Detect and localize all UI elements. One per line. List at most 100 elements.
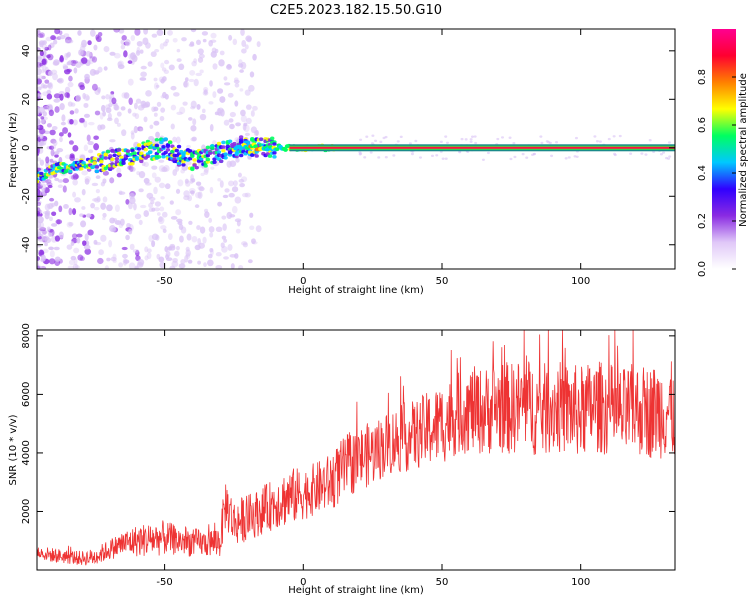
noise-cell bbox=[179, 235, 184, 243]
noise-cell bbox=[201, 108, 206, 114]
noise-cell bbox=[83, 144, 89, 152]
noise-cell bbox=[469, 138, 473, 141]
noise-cell bbox=[170, 104, 177, 111]
noise-cell bbox=[435, 154, 439, 157]
noise-cell bbox=[59, 103, 65, 111]
noise-cell bbox=[91, 56, 98, 63]
noise-cell bbox=[114, 204, 120, 213]
noise-cell bbox=[42, 111, 47, 117]
noise-cell bbox=[37, 231, 42, 237]
noise-cell bbox=[46, 89, 52, 95]
noise-cell bbox=[203, 86, 209, 93]
noise-cell bbox=[229, 123, 235, 130]
noise-cell bbox=[41, 58, 47, 65]
noise-cell bbox=[58, 34, 66, 40]
noise-cell bbox=[42, 235, 50, 241]
noise-cell bbox=[170, 85, 177, 91]
noise-cell bbox=[55, 219, 63, 225]
noise-cell bbox=[37, 191, 41, 197]
noise-cell bbox=[143, 116, 148, 123]
noise-cell bbox=[189, 190, 195, 195]
signal-cell bbox=[147, 150, 153, 155]
noise-cell bbox=[37, 55, 44, 60]
noise-cell bbox=[155, 131, 160, 139]
noise-cell bbox=[54, 106, 60, 113]
noise-cell bbox=[37, 68, 42, 76]
noise-cell bbox=[227, 92, 234, 98]
noise-cell bbox=[153, 120, 160, 126]
noise-cell bbox=[208, 40, 214, 47]
noise-cell bbox=[204, 208, 209, 213]
noise-cell bbox=[555, 141, 559, 144]
noise-cell bbox=[51, 125, 58, 131]
noise-cell bbox=[48, 216, 53, 222]
noise-cell bbox=[44, 130, 50, 135]
signal-cell bbox=[221, 145, 226, 149]
noise-cell bbox=[47, 82, 53, 88]
noise-cell bbox=[93, 69, 100, 75]
noise-cell bbox=[72, 208, 77, 215]
noise-cell bbox=[97, 124, 103, 131]
noise-cell bbox=[110, 227, 117, 233]
noise-cell bbox=[102, 212, 107, 218]
noise-cell bbox=[235, 122, 241, 127]
signal-cell bbox=[223, 155, 228, 160]
noise-cell bbox=[159, 43, 165, 50]
noise-cell bbox=[154, 176, 161, 183]
noise-cell bbox=[215, 265, 223, 269]
noise-cell bbox=[127, 60, 133, 64]
noise-cell bbox=[532, 152, 536, 156]
noise-cell bbox=[189, 69, 196, 76]
noise-cell bbox=[414, 139, 418, 143]
noise-cell bbox=[659, 153, 663, 156]
noise-cell bbox=[68, 207, 73, 216]
noise-cell bbox=[217, 178, 222, 182]
noise-cell bbox=[47, 184, 53, 189]
signal-cell bbox=[161, 154, 166, 159]
noise-cell bbox=[39, 50, 44, 57]
noise-cell bbox=[61, 114, 66, 122]
noise-cell bbox=[127, 108, 132, 114]
noise-cell bbox=[76, 237, 81, 244]
signal-cell bbox=[187, 149, 193, 153]
noise-cell bbox=[127, 78, 134, 86]
spectrogram-panel: -50 0 50 100 -40 -20 0 20 40 Height of straight… bbox=[8, 28, 676, 296]
noise-cell bbox=[238, 63, 244, 68]
signal-cell bbox=[190, 154, 195, 158]
signal-cell bbox=[130, 161, 135, 166]
noise-cell bbox=[37, 266, 41, 269]
noise-cell bbox=[80, 220, 87, 228]
noise-cell bbox=[37, 225, 44, 230]
noise-cell bbox=[193, 78, 199, 87]
noise-cell bbox=[217, 107, 224, 114]
colorbar-tick-label: 0.4 bbox=[697, 165, 708, 181]
noise-cell bbox=[191, 136, 197, 142]
noise-cell bbox=[363, 156, 367, 159]
noise-cell bbox=[371, 134, 375, 137]
noise-cell bbox=[118, 190, 123, 195]
noise-cell bbox=[69, 154, 76, 161]
noise-cell bbox=[70, 59, 77, 67]
noise-cell bbox=[217, 201, 223, 207]
noise-cell bbox=[245, 35, 252, 42]
noise-cell bbox=[154, 201, 161, 207]
noise-cell bbox=[105, 93, 110, 100]
noise-cell bbox=[248, 84, 255, 92]
noise-cell bbox=[95, 189, 101, 194]
signal-cell bbox=[247, 150, 253, 155]
noise-cell bbox=[71, 233, 78, 239]
noise-cell bbox=[148, 135, 155, 141]
signal-cell bbox=[174, 148, 180, 153]
noise-cell bbox=[79, 213, 84, 217]
noise-cell bbox=[57, 184, 63, 188]
noise-cell bbox=[82, 92, 86, 100]
signal-cell bbox=[245, 140, 251, 144]
noise-cell bbox=[153, 112, 158, 117]
noise-cell bbox=[668, 155, 672, 158]
noise-cell bbox=[176, 245, 180, 251]
signal-cell bbox=[156, 155, 162, 159]
noise-cell bbox=[146, 252, 152, 260]
noise-cell bbox=[134, 29, 141, 36]
noise-cell bbox=[183, 80, 188, 88]
noise-cell bbox=[196, 225, 201, 230]
